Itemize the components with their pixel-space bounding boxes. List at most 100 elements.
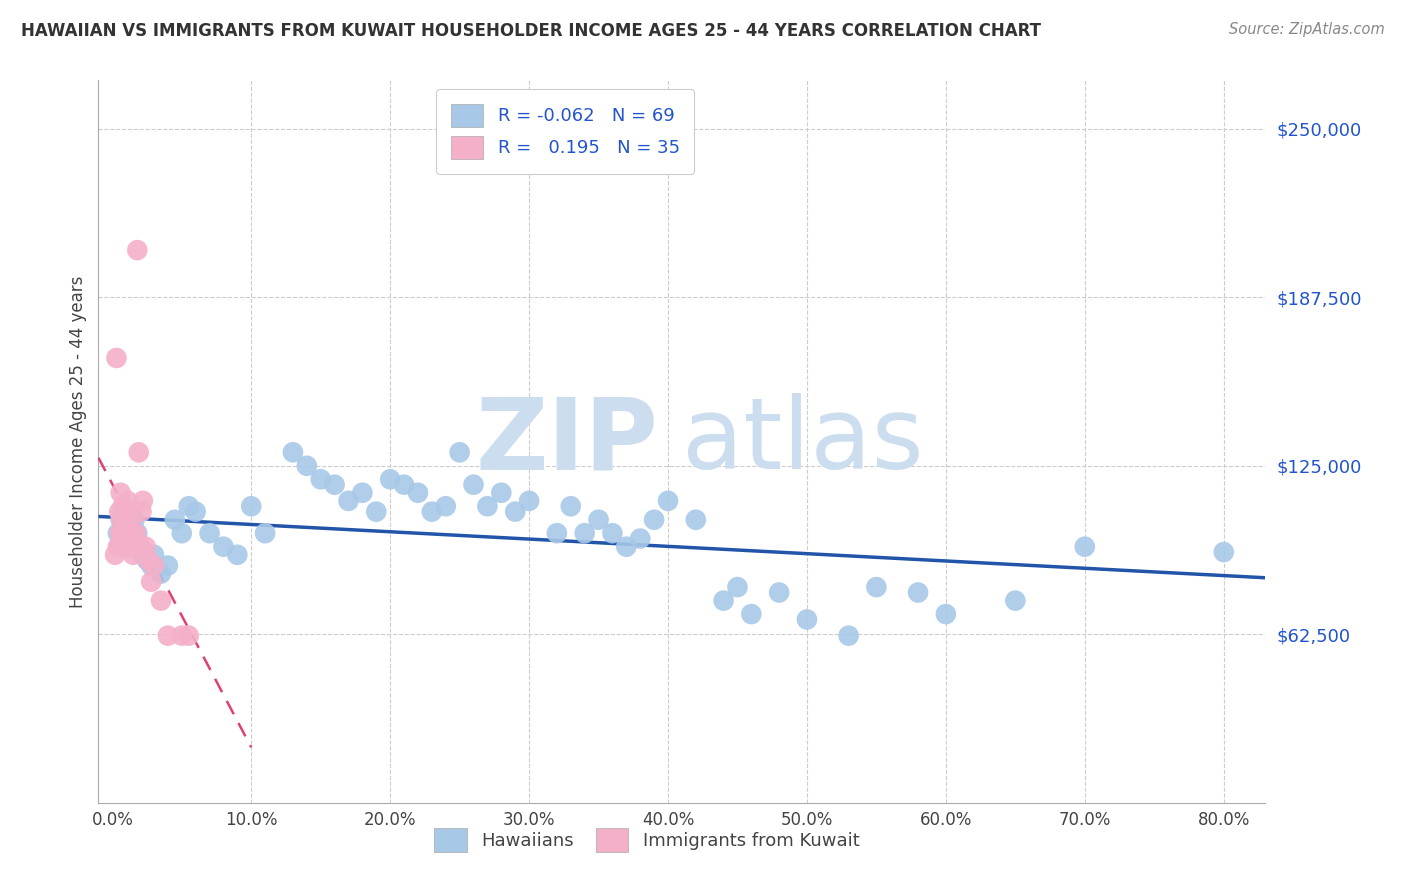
Point xyxy=(105,351,128,365)
Y-axis label: Householder Income Ages 25 - 44 years: Householder Income Ages 25 - 44 years xyxy=(69,276,87,607)
Point xyxy=(111,526,134,541)
Point xyxy=(110,485,132,500)
Point xyxy=(112,532,135,546)
Point xyxy=(657,493,679,508)
Point xyxy=(177,629,200,643)
Point xyxy=(114,526,136,541)
Point xyxy=(295,458,318,473)
Text: atlas: atlas xyxy=(682,393,924,490)
Point xyxy=(434,500,457,514)
Point xyxy=(156,629,179,643)
Point xyxy=(110,513,132,527)
Point xyxy=(107,540,129,554)
Point xyxy=(366,505,388,519)
Text: HAWAIIAN VS IMMIGRANTS FROM KUWAIT HOUSEHOLDER INCOME AGES 25 - 44 YEARS CORRELA: HAWAIIAN VS IMMIGRANTS FROM KUWAIT HOUSE… xyxy=(21,22,1040,40)
Point xyxy=(107,526,129,541)
Point xyxy=(108,540,131,554)
Point xyxy=(110,513,132,527)
Point xyxy=(1004,593,1026,607)
Point xyxy=(163,513,186,527)
Point xyxy=(149,566,172,581)
Point xyxy=(713,593,735,607)
Point xyxy=(136,553,159,567)
Point xyxy=(628,532,651,546)
Point xyxy=(124,513,146,527)
Text: ZIP: ZIP xyxy=(475,393,658,490)
Point xyxy=(118,526,141,541)
Point xyxy=(323,477,346,491)
Point xyxy=(129,540,152,554)
Point xyxy=(112,540,135,554)
Point xyxy=(254,526,277,541)
Point xyxy=(907,585,929,599)
Point xyxy=(796,612,818,626)
Point xyxy=(118,526,141,541)
Point xyxy=(198,526,221,541)
Point xyxy=(127,243,149,257)
Point xyxy=(125,526,148,541)
Point xyxy=(212,540,235,554)
Point xyxy=(838,629,860,643)
Point xyxy=(768,585,790,599)
Point xyxy=(124,532,146,546)
Point xyxy=(602,526,624,541)
Point xyxy=(1212,545,1234,559)
Point xyxy=(149,593,172,607)
Point xyxy=(420,505,443,519)
Point xyxy=(226,548,249,562)
Point xyxy=(115,505,138,519)
Point xyxy=(184,505,207,519)
Point xyxy=(143,548,166,562)
Point xyxy=(135,540,157,554)
Point xyxy=(463,477,485,491)
Point xyxy=(122,548,145,562)
Point xyxy=(588,513,610,527)
Point xyxy=(380,472,402,486)
Point xyxy=(114,505,136,519)
Point xyxy=(111,500,134,514)
Point xyxy=(240,500,263,514)
Point xyxy=(546,526,568,541)
Point xyxy=(132,493,155,508)
Point xyxy=(129,540,152,554)
Point xyxy=(935,607,957,621)
Point xyxy=(128,445,150,459)
Point xyxy=(156,558,179,573)
Point xyxy=(685,513,707,527)
Point xyxy=(560,500,582,514)
Point xyxy=(170,629,193,643)
Point xyxy=(406,485,429,500)
Point xyxy=(392,477,415,491)
Point xyxy=(115,521,138,535)
Point xyxy=(120,540,142,554)
Point xyxy=(117,505,139,519)
Point xyxy=(132,548,155,562)
Point xyxy=(120,513,142,527)
Point xyxy=(127,526,149,541)
Legend: Hawaiians, Immigrants from Kuwait: Hawaiians, Immigrants from Kuwait xyxy=(427,822,866,859)
Point xyxy=(517,493,540,508)
Text: Source: ZipAtlas.com: Source: ZipAtlas.com xyxy=(1229,22,1385,37)
Point xyxy=(643,513,665,527)
Point xyxy=(503,505,526,519)
Point xyxy=(121,540,143,554)
Point xyxy=(865,580,887,594)
Point xyxy=(170,526,193,541)
Point xyxy=(112,521,135,535)
Point xyxy=(138,553,160,567)
Point xyxy=(449,445,471,459)
Point xyxy=(141,574,163,589)
Point xyxy=(177,500,200,514)
Point xyxy=(352,485,374,500)
Point xyxy=(108,505,131,519)
Point xyxy=(141,558,163,573)
Point xyxy=(477,500,499,514)
Point xyxy=(117,493,139,508)
Point xyxy=(309,472,332,486)
Point xyxy=(104,548,127,562)
Point xyxy=(740,607,762,621)
Point xyxy=(574,526,596,541)
Point xyxy=(143,558,166,573)
Point xyxy=(491,485,513,500)
Point xyxy=(614,540,637,554)
